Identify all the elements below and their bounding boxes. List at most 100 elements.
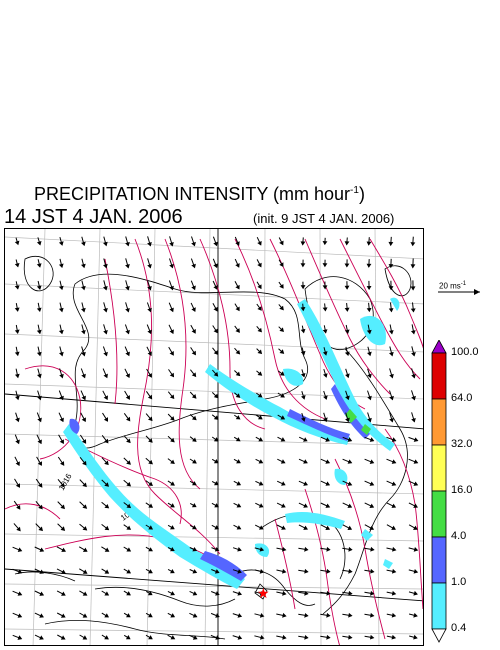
wind-arrowhead: [391, 459, 397, 464]
wind-arrowhead: [215, 591, 220, 596]
wind-arrowhead: [366, 241, 372, 246]
wind-arrowhead: [369, 481, 375, 486]
wind-arrowhead: [39, 547, 45, 552]
wind-arrowhead: [37, 417, 42, 423]
wind-arrowhead: [37, 439, 42, 445]
precipitation-bands: [63, 297, 400, 589]
wind-arrowhead: [322, 241, 328, 246]
wind-arrowhead: [192, 613, 198, 618]
wind-arrowhead: [347, 481, 353, 486]
wind-arrowhead: [82, 482, 87, 488]
wind-arrowhead: [413, 569, 419, 574]
wind-arrowhead: [325, 503, 331, 508]
wind-arrowhead: [304, 590, 309, 596]
wind-arrowhead: [413, 634, 418, 640]
colorbar: [431, 340, 447, 643]
wind-arrowhead: [282, 568, 287, 574]
wind-arrowhead: [257, 284, 262, 290]
wind-arrowhead: [192, 546, 198, 552]
wind-arrowhead: [237, 613, 243, 618]
wind-arrowhead: [413, 525, 418, 530]
wind-arrowhead: [303, 459, 308, 464]
wind-arrowhead: [15, 395, 20, 401]
wind-arrowhead: [410, 242, 416, 247]
wind-arrowhead: [257, 262, 262, 268]
wind-arrowhead: [259, 569, 265, 574]
wind-arrowhead: [147, 590, 153, 596]
wind-arrowhead: [323, 395, 328, 400]
wind-arrowhead: [279, 305, 284, 311]
wind-arrowhead: [37, 395, 42, 401]
wind-arrowhead: [236, 503, 242, 508]
wind-arrowhead: [192, 591, 198, 596]
wind-arrowhead: [257, 371, 263, 376]
wind-arrowhead: [170, 437, 175, 443]
wind-arrowhead: [104, 460, 109, 466]
wind-arrowhead: [235, 263, 240, 268]
wind-arrowhead: [237, 568, 242, 574]
wind-arrowhead: [322, 307, 328, 312]
wind-arrowhead: [410, 330, 416, 335]
wind-arrowhead: [258, 459, 264, 464]
wind-arrowhead: [170, 481, 175, 486]
wind-arrowhead: [325, 525, 331, 530]
wind-arrowhead: [170, 613, 176, 618]
wind-arrowhead: [257, 415, 263, 420]
wind-arrowhead: [282, 590, 287, 596]
wind-arrowhead: [148, 547, 153, 552]
wind-arrowhead: [235, 415, 241, 420]
colorbar-label-1: 1.0: [451, 576, 467, 588]
wind-arrowhead: [281, 525, 286, 530]
wind-arrowhead: [413, 437, 419, 442]
wind-arrowhead: [125, 263, 130, 269]
wind-arrowhead: [58, 241, 64, 246]
wind-arrowhead: [126, 569, 132, 574]
wind-arrowhead: [36, 329, 42, 335]
wind-arrowhead: [60, 526, 66, 531]
wind-arrowhead: [147, 416, 153, 422]
wind-arrowhead: [169, 307, 174, 313]
wind-arrowhead: [281, 503, 286, 508]
wind-arrowhead: [214, 480, 219, 486]
wind-arrowhead: [388, 308, 394, 313]
wind-arrowhead: [322, 285, 328, 290]
wind-arrowhead: [126, 460, 131, 465]
wind-arrowhead: [14, 240, 20, 246]
wind-arrowhead: [169, 241, 174, 247]
wind-arrowhead: [370, 546, 375, 552]
wind-arrowhead: [303, 437, 308, 442]
wind-arrowhead: [147, 241, 152, 247]
wind-arrowhead: [16, 526, 21, 532]
weather-map: 1016 1008 ★: [4, 228, 424, 646]
wind-arrowhead: [279, 371, 285, 376]
wind-arrowhead: [369, 634, 375, 640]
wind-arrowhead: [126, 503, 132, 509]
wind-arrowhead: [147, 263, 152, 269]
wind-arrowhead: [15, 417, 20, 423]
wind-arrowhead: [15, 439, 20, 445]
colorbar-swatch-64-100: [431, 352, 447, 400]
wind-arrowhead: [191, 241, 196, 247]
wind-arrowhead: [388, 264, 394, 269]
wind-arrowhead: [215, 613, 220, 618]
wind-arrowhead: [347, 437, 353, 442]
wind-arrowhead: [126, 525, 132, 530]
wind-arrowhead: [326, 612, 331, 618]
wind-arrowhead: [147, 394, 153, 400]
wind-arrowhead: [281, 481, 286, 486]
wind-arrowhead: [60, 635, 66, 640]
wind-arrowhead: [214, 569, 220, 574]
wind-vectors: [12, 236, 419, 640]
wind-arrowhead: [192, 481, 197, 486]
wind-arrowhead: [126, 438, 131, 444]
wind-arrowhead: [214, 525, 220, 530]
wind-arrowhead: [213, 458, 219, 464]
wind-arrowhead: [14, 329, 20, 334]
wind-arrowhead: [170, 525, 175, 530]
wind-arrowhead: [258, 437, 264, 442]
wind-arrowhead: [236, 525, 242, 530]
wind-arrowhead: [391, 525, 396, 530]
wind-arrowhead: [15, 461, 20, 467]
wind-arrowhead: [280, 415, 286, 420]
wind-arrowhead: [14, 263, 20, 268]
